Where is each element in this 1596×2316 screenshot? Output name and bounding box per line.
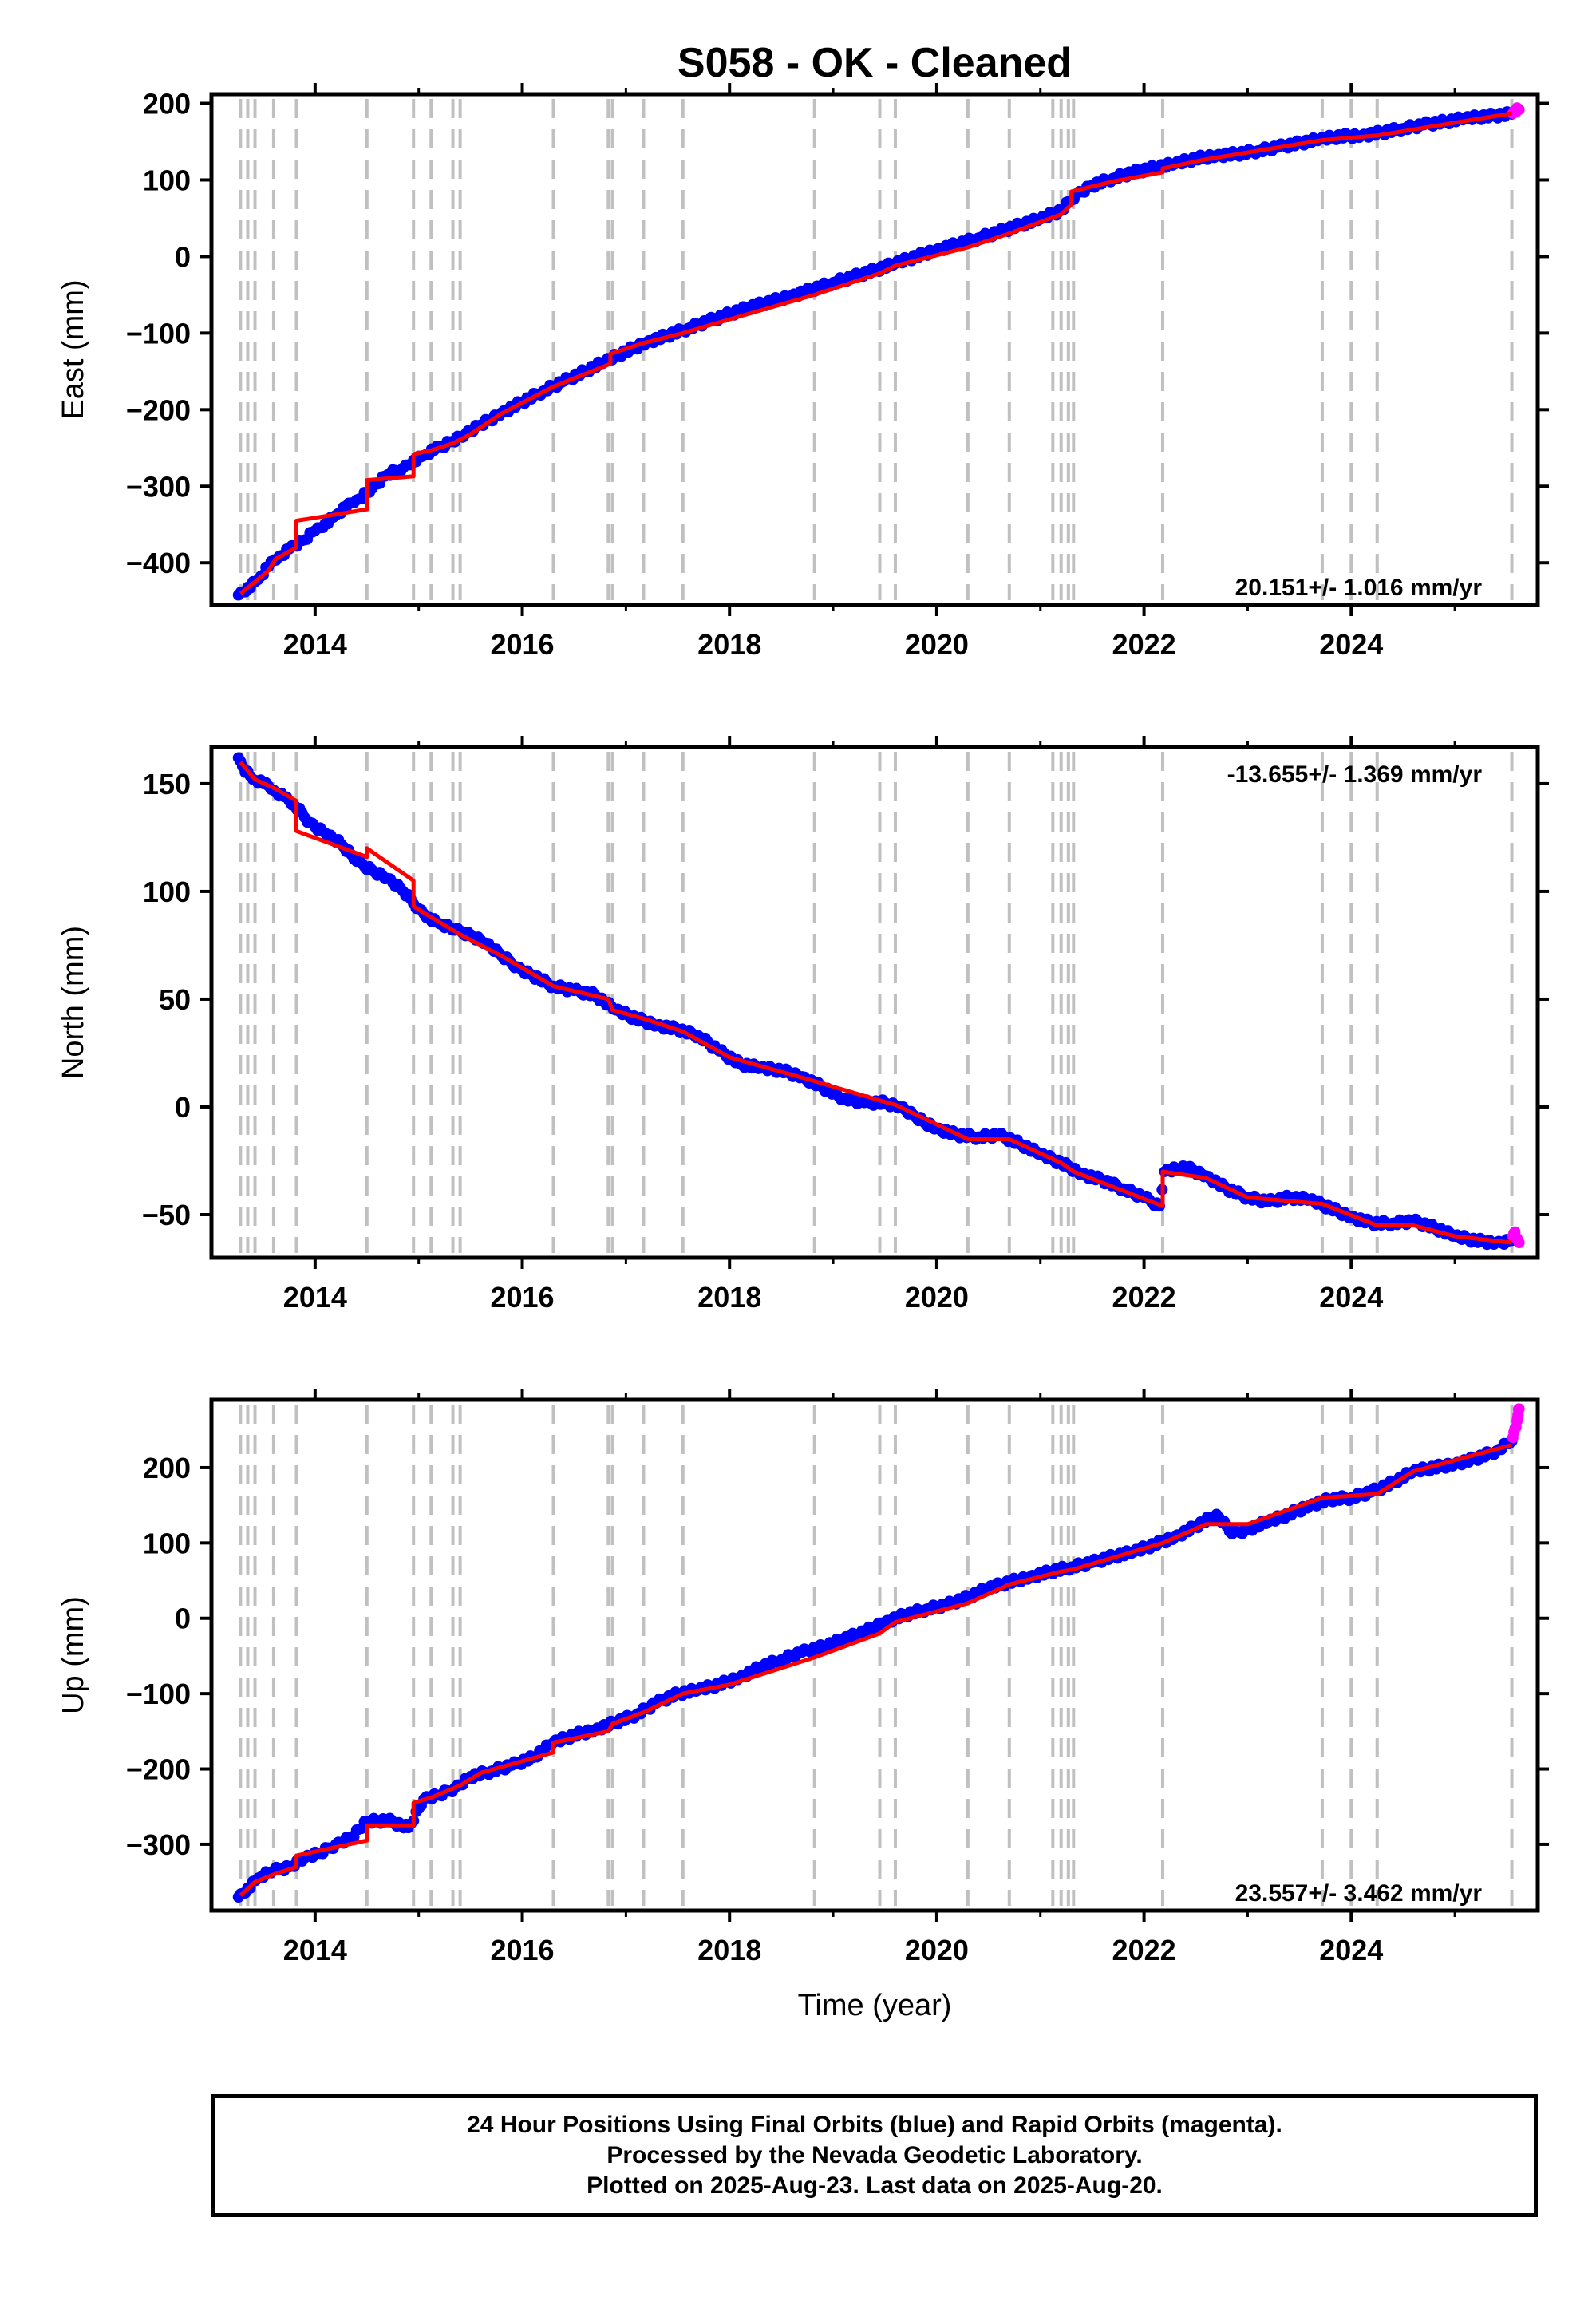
y-tick-label: −200 <box>126 393 191 426</box>
y-tick-label: 100 <box>143 875 191 908</box>
plot-frame <box>209 1397 1540 1913</box>
x-tick-label: 2018 <box>697 1281 761 1314</box>
y-tick-label: 50 <box>159 983 191 1016</box>
y-tick-label: 0 <box>175 1603 191 1635</box>
plot-frame <box>209 92 1540 607</box>
x-tick-label: 2016 <box>490 1281 554 1314</box>
x-tick-label: 2014 <box>283 628 347 661</box>
rapid-orbits-series <box>1507 1403 1525 1444</box>
x-tick-label: 2024 <box>1319 628 1383 661</box>
rate-label: -13.655+/- 1.369 mm/yr <box>1227 761 1483 788</box>
x-tick-label: 2014 <box>283 1281 347 1314</box>
x-tick-label: 2014 <box>283 1934 347 1966</box>
y-axis-label: North (mm) <box>57 926 90 1079</box>
x-tick-label: 2024 <box>1319 1934 1383 1966</box>
x-tick-label: 2016 <box>490 628 554 661</box>
y-axis-label: Up (mm) <box>57 1596 90 1714</box>
footer-line-2: Processed by the Nevada Geodetic Laborat… <box>606 2142 1143 2168</box>
footer-line-3: Plotted on 2025-Aug-23. Last data on 202… <box>587 2172 1163 2199</box>
y-tick-label: 0 <box>175 240 191 273</box>
x-tick-label: 2024 <box>1319 1281 1383 1314</box>
y-tick-label: −200 <box>126 1753 191 1786</box>
y-tick-label: −300 <box>126 1828 191 1861</box>
y-tick-label: −100 <box>126 317 191 350</box>
y-tick-label: −400 <box>126 547 191 579</box>
footer-line-1: 24 Hour Positions Using Final Orbits (bl… <box>467 2112 1282 2138</box>
rapid-orbits-series <box>1507 1226 1525 1249</box>
y-tick-label: 150 <box>143 768 191 800</box>
plot-area <box>232 1403 1525 1903</box>
y-axis-label: East (mm) <box>57 279 90 419</box>
x-tick-label: 2022 <box>1112 1934 1176 1966</box>
rate-label: 23.557+/- 3.462 mm/yr <box>1235 1880 1483 1907</box>
y-tick-label: 100 <box>143 1527 191 1559</box>
plot-frame <box>209 745 1540 1260</box>
x-tick-label: 2020 <box>905 1934 969 1966</box>
y-tick-label: −300 <box>126 470 191 503</box>
data-point <box>1513 1237 1525 1249</box>
model-trajectory-line <box>239 111 1512 595</box>
y-tick-label: 0 <box>175 1091 191 1124</box>
y-tick-label: −100 <box>126 1678 191 1710</box>
model-trajectory-line <box>239 761 1512 1245</box>
rate-label: 20.151+/- 1.016 mm/yr <box>1235 575 1483 601</box>
chart-title: S058 - OK - Cleaned <box>678 40 1072 86</box>
y-tick-label: 200 <box>143 1452 191 1484</box>
data-point <box>1513 1403 1525 1415</box>
y-tick-label: 100 <box>143 164 191 196</box>
up-panel: 200 100 0 −100 −200 −300 2014 2016 2018 2020 2022 2… <box>57 1389 1549 1966</box>
final-orbits-series <box>232 752 1518 1251</box>
y-tick-label: 200 <box>143 88 191 121</box>
x-tick-label: 2022 <box>1112 1281 1176 1314</box>
final-orbits-series <box>232 106 1518 601</box>
x-tick-label: 2018 <box>697 628 761 661</box>
rapid-orbits-series <box>1507 102 1525 119</box>
data-point <box>1513 104 1525 116</box>
x-tick-label: 2020 <box>905 1281 969 1314</box>
north-panel: 150 100 50 0 −50 2014 2016 2018 2020 2022 2024 Nort… <box>57 736 1549 1314</box>
final-orbits-series <box>232 1435 1518 1903</box>
plot-area <box>232 102 1525 601</box>
model-trajectory-line <box>239 1443 1513 1897</box>
footer-box: 24 Hour Positions Using Final Orbits (bl… <box>211 2094 1538 2217</box>
plot-area <box>232 752 1525 1251</box>
x-axis-label: Time (year) <box>798 1989 952 2022</box>
x-tick-label: 2022 <box>1112 628 1176 661</box>
x-tick-label: 2020 <box>905 628 969 661</box>
x-tick-label: 2018 <box>697 1934 761 1966</box>
y-tick-label: −50 <box>142 1199 191 1231</box>
x-tick-label: 2016 <box>490 1934 554 1966</box>
east-panel: 200 100 0 −100 −200 −300 −400 2014 2016 2018 2020 2… <box>57 83 1549 661</box>
